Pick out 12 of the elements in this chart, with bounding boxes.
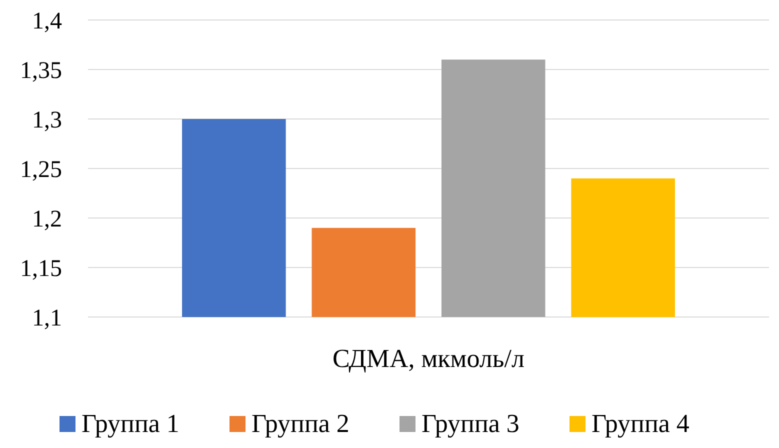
y-tick-label: 1,4 [32,8,62,34]
legend-label: Группа 3 [422,409,520,438]
y-tick-label: 1,15 [20,256,62,282]
legend-label: Группа 4 [592,409,690,438]
y-tick-label: 1,25 [20,156,62,183]
y-tick-label: 1,2 [32,206,62,232]
x-tick-label: СДМА, мкмоль/л [332,344,524,373]
legend-label: Группа 2 [252,409,350,438]
y-tick-label: 1,3 [32,107,62,134]
y-tick-label: 1,35 [20,58,62,84]
legend-label: Группа 1 [82,409,180,438]
y-tick-label: 1,1 [32,305,62,332]
